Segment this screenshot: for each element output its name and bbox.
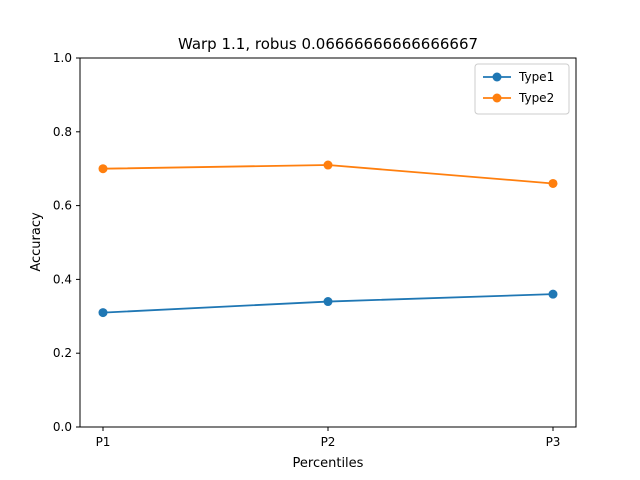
y-tick-label: 0.2	[53, 346, 72, 360]
legend: Type1 Type2	[474, 63, 570, 115]
data-point-type1	[98, 308, 108, 318]
data-point-type1	[323, 297, 333, 307]
data-point-type1	[548, 289, 558, 299]
y-tick-label: 1.0	[53, 51, 72, 65]
legend-marker-type1	[492, 72, 502, 82]
y-tick-label: 0.6	[53, 199, 72, 213]
y-axis-label: Accuracy	[29, 212, 44, 272]
legend-label-type1: Type1	[518, 70, 554, 84]
chart-title: Warp 1.1, robus 0.06666666666666667	[178, 35, 478, 53]
y-tick-label: 0.0	[53, 420, 72, 434]
data-point-type2	[98, 164, 108, 174]
legend-label-type2: Type2	[518, 91, 554, 105]
x-tick-label: P2	[321, 435, 336, 449]
y-tick-label: 0.4	[53, 272, 72, 286]
data-point-type2	[548, 178, 558, 188]
x-tick-label: P3	[546, 435, 561, 449]
data-point-type2	[323, 160, 333, 170]
x-tick-label: P1	[96, 435, 111, 449]
x-axis-label: Percentiles	[293, 456, 364, 471]
legend-marker-type2	[492, 93, 502, 103]
y-tick-label: 0.8	[53, 125, 72, 139]
plot-area: 0.0 0.2 0.4 0.6 0.8 1.0 P1 P2 P3	[53, 51, 577, 449]
